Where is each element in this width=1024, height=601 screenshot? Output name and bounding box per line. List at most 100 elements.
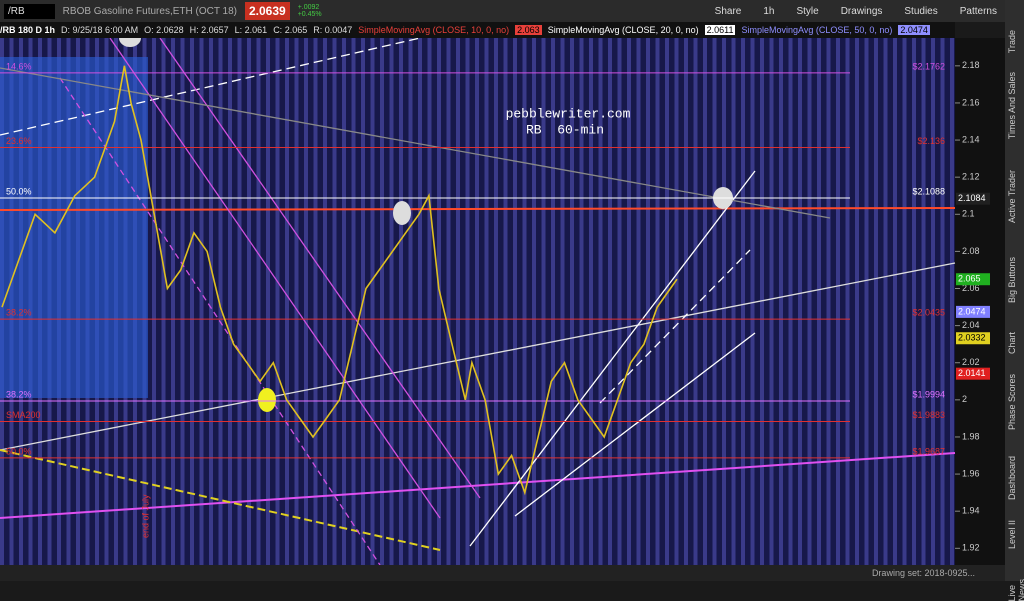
channel [599,249,751,404]
change-pct: +0.45% [297,11,322,18]
y-tick-label: 2.12 [962,172,980,182]
side-tabs: Trade Times And Sales Active Trader Big But… [1005,0,1024,601]
buttons: Share 1h Style Drawings Studies Patterns [715,6,997,17]
level-value-label: $1.9994 [912,389,945,399]
side-tab[interactable]: Live News [1007,578,1024,601]
trendline [0,449,441,551]
price-flag-label: 2.0332 [958,333,986,343]
header-item: H: 2.0657 [189,25,229,35]
price-flag-label: 2.1084 [958,193,986,203]
price-flag-label: 2.0474 [958,306,986,316]
header-item: L: 2.061 [234,25,268,35]
header-item: R: 0.0047 [313,25,353,35]
drawing-set: Drawing set: 2018-0925... [871,568,975,578]
last: 2.0639 [244,2,290,20]
study-name: SimpleMovingAvg (CLOSE, 20, 0, no) [547,25,699,35]
y-tick-label: 1.92 [962,543,980,553]
session-shading [0,38,955,565]
trendline [0,38,421,136]
level-value-label: $2.1088 [912,186,945,196]
y-tick-label: 2.1 [962,209,975,219]
price-flag [956,332,990,345]
side-tab[interactable]: Active Trader [1007,170,1017,224]
study-name: SimpleMovingAvg (CLOSE, 50, 0, no) [741,25,893,35]
y-tick-label: 2 [962,394,967,404]
side-tab[interactable]: Level II [1007,520,1017,550]
study-value: 2.0474 [898,25,930,35]
y-tick-label: 2.16 [962,97,980,107]
y-tick-label: 1.96 [962,468,980,478]
footer: Drawing set: 2018-0925... [0,565,1005,581]
header-item: C: 2.065 [273,25,308,35]
level-label: 23.6% [6,136,32,146]
price-line [1,65,678,496]
price-flag [956,192,990,205]
y-tick-label: 2.08 [962,246,980,256]
toolbar-button[interactable]: Studies [904,5,938,17]
level-label: 50.0% [6,186,32,196]
level-value-label: $1.9883 [912,410,945,420]
level-label: 50.0% [6,446,32,456]
level-value-label: $2.136 [917,136,945,146]
price-flag [956,273,990,286]
trendline [109,38,441,519]
channel [514,332,756,517]
level-label: SMA200 [6,410,41,420]
y-tick-label: 1.94 [962,506,980,516]
toolbar-button[interactable]: Style [796,5,819,17]
side-tab[interactable]: Trade [1007,30,1017,54]
caption: RB 60-min [526,122,604,137]
y-tick-label: 2.04 [962,320,980,330]
trendline [0,452,956,519]
header-item: /RB 180 D 1h [0,25,56,35]
header-item: O: 2.0628 [144,25,184,35]
level-value-label: $1.9687 [912,446,945,456]
marker [393,201,411,225]
header-item: D: 9/25/18 6:00 AM [61,25,139,35]
trendline [0,262,956,451]
symbol[interactable]: /RB [4,3,55,19]
trendline [0,67,831,219]
study-name: SimpleMovingAvg (CLOSE, 10, 0, no) [358,25,510,35]
level-value-label: $2.0435 [912,308,945,318]
level-label: 38.2% [6,389,32,399]
y-tick-label: 2.18 [962,60,980,70]
side-tab[interactable]: Chart [1007,332,1017,355]
side-tab[interactable]: Big Buttons [1007,256,1017,303]
toolbar-button[interactable]: 1h [763,5,775,17]
price-flag-label: 2.065 [958,274,981,284]
chart: pebblewriter.com RB 60-min end of July 1… [0,38,1005,581]
y-tick-label: 1.98 [962,431,980,441]
side-tab[interactable]: Times And Sales [1007,72,1017,140]
price-flag [956,367,990,380]
level-label: 14.6% [6,61,32,71]
level-label: 38.2% [6,308,32,318]
note: end of July [140,494,150,538]
channel [469,170,756,547]
marker [258,388,276,412]
price-axis-bg [955,38,1005,565]
price-flag-label: 2.0141 [958,368,986,378]
toolbar-button[interactable]: Share [714,5,742,17]
study-value: 2.0611 [704,25,736,35]
side-tab[interactable]: Dashboard [1007,455,1017,500]
change: +.0092 +0.45% [298,4,322,18]
toolbar: /RB RBOB Gasoline Futures,ETH (OCT 18) 2… [0,0,1005,22]
toolbar-button[interactable]: Drawings [840,5,883,17]
highlight-box [0,57,148,398]
description: RBOB Gasoline Futures,ETH (OCT 18) [62,5,237,17]
trendline [59,77,381,566]
level-value-label: $2.1762 [912,61,945,71]
toolbar-button[interactable]: Patterns [959,5,997,17]
trendline [0,207,956,211]
y-tick-label: 2.06 [962,283,980,293]
study-value: 2.063 [515,25,542,35]
site: pebblewriter.com [506,106,631,121]
trendlines [0,38,956,566]
header: /RB 180 D 1h D: 9/25/18 6:00 AM O: 2.0628 H… [0,22,955,38]
side-tab[interactable]: Phase Scores [1007,374,1017,431]
price-flag [956,305,990,318]
change-abs: +.0092 [297,4,320,11]
y-tick-label: 2.02 [962,357,980,367]
